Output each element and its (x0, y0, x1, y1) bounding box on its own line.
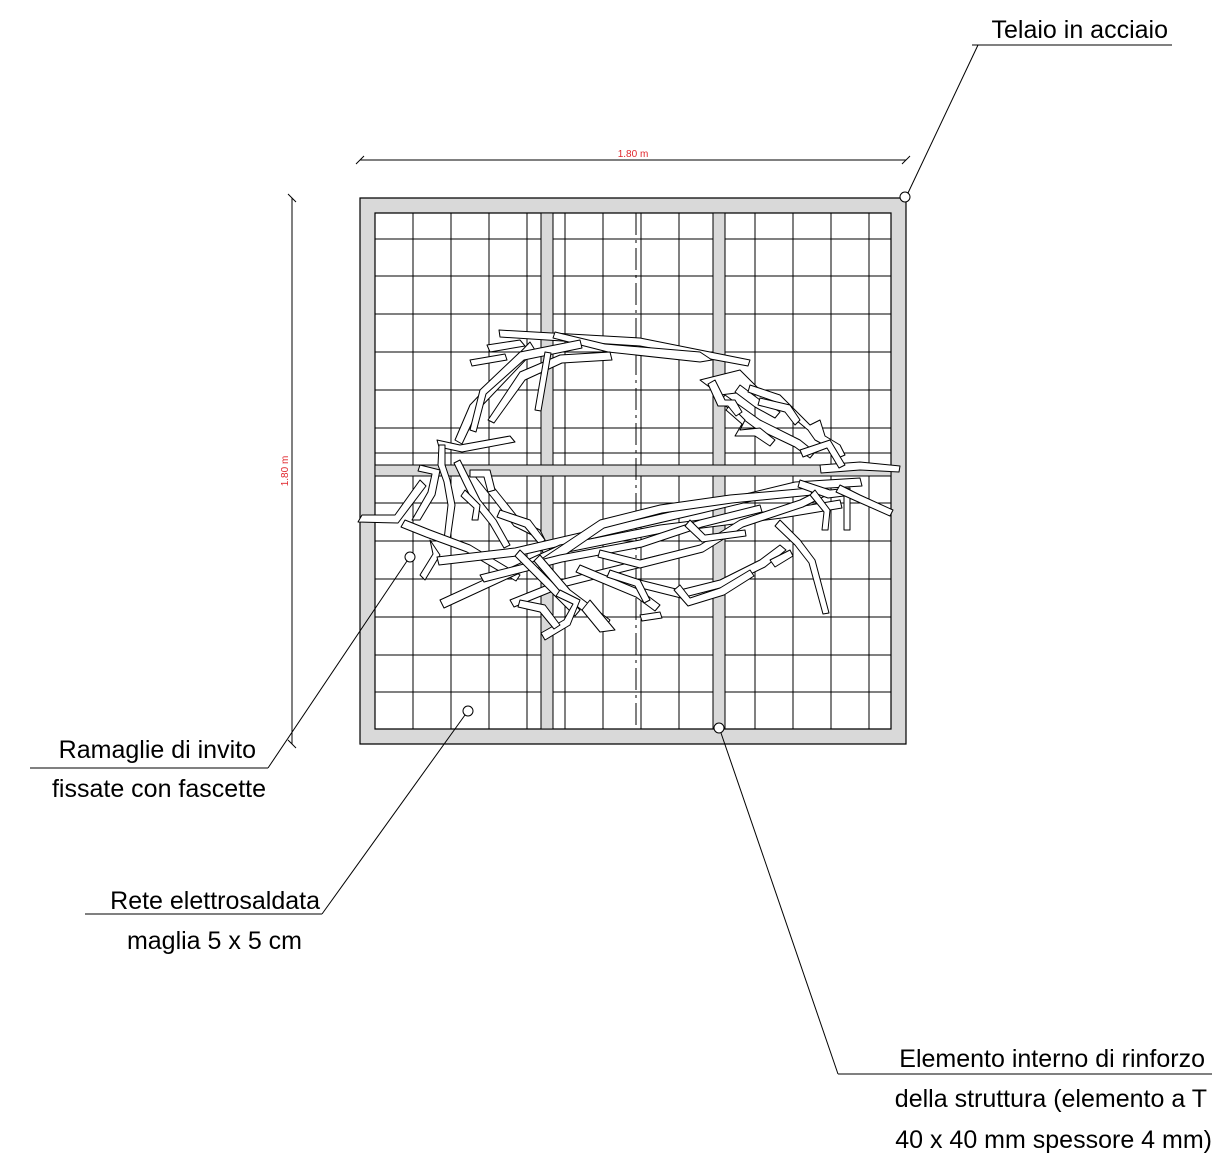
branches-label-line-2: fissate con fascette (52, 775, 266, 803)
frame-callout-marker (899, 191, 911, 203)
width-dimension (355, 155, 911, 165)
branches (357, 329, 901, 641)
width-dimension-label: 1.80 m (618, 149, 649, 160)
reinforcement-bar-horizontal (374, 464, 892, 477)
reinforcement-label-line-3: 40 x 40 mm spessore 4 mm) (895, 1126, 1212, 1154)
mesh-label-line-2: maglia 5 x 5 cm (127, 927, 302, 955)
reinforcement-bars (374, 212, 892, 730)
height-dimension-label: 1.80 m (280, 456, 291, 487)
mesh-callout-marker (462, 705, 474, 717)
frame-label: Telaio in acciaio (992, 16, 1169, 44)
reinforcement-label-line-1: Elemento interno di rinforzo (899, 1045, 1205, 1073)
height-dimension (287, 193, 297, 749)
reinforcement-label-line-2: della struttura (elemento a T (895, 1085, 1207, 1113)
reinforcement-callout-marker (713, 722, 725, 734)
branches-callout-marker (404, 551, 416, 563)
leader-lines (30, 44, 1212, 1075)
mesh-label-line-1: Rete elettrosaldata (110, 887, 320, 915)
branches-label-line-1: Ramaglie di invito (59, 736, 256, 764)
